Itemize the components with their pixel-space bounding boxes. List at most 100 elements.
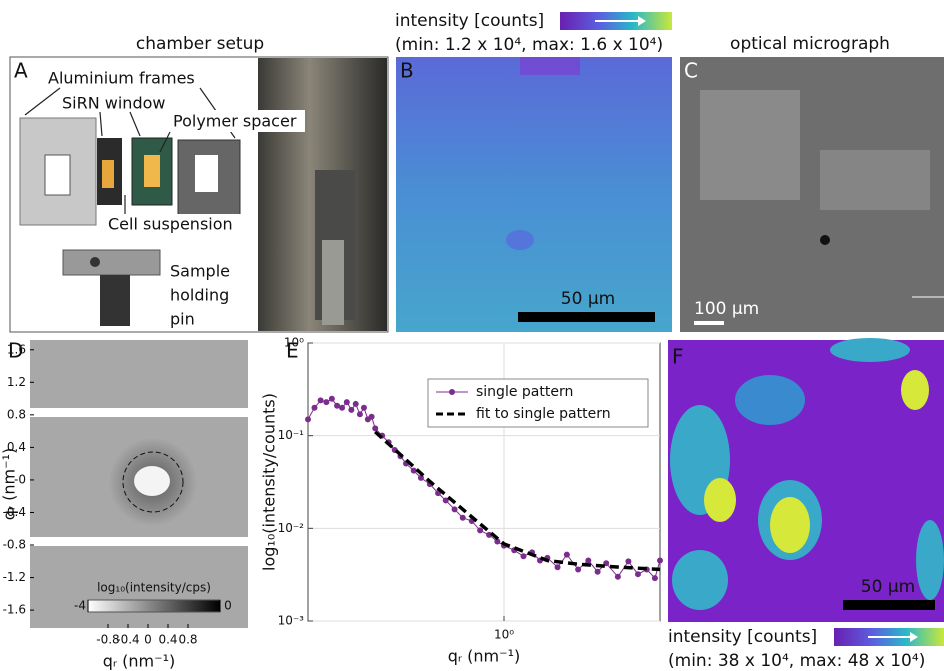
annotation: Polymer spacer xyxy=(173,112,297,131)
annotation: pin xyxy=(170,310,195,329)
colorbar-tick-label: -4 xyxy=(74,599,86,613)
panel-label: C xyxy=(684,59,698,83)
y-tick-label: 0.8 xyxy=(7,407,26,421)
micrograph-spot xyxy=(820,235,830,245)
frame-window xyxy=(195,155,218,192)
y-tick-label: 10⁰ xyxy=(284,336,304,350)
data-point xyxy=(459,514,466,521)
x-axis-label: qᵣ (nm⁻¹) xyxy=(448,647,520,666)
data-point xyxy=(323,399,330,406)
legend-marker xyxy=(449,389,455,395)
data-point xyxy=(328,395,335,402)
data-point xyxy=(585,557,592,564)
data-point xyxy=(651,575,658,582)
window-center xyxy=(102,160,114,188)
data-point xyxy=(451,506,458,513)
intensity-map xyxy=(396,57,672,332)
data-point xyxy=(520,553,527,560)
micrograph-region xyxy=(700,90,800,200)
panel-label: D xyxy=(8,339,23,363)
data-point xyxy=(625,558,632,565)
x-tick-label: -0.8 xyxy=(96,633,119,647)
scale-bar-label: 50 µm xyxy=(861,577,915,597)
pin-hole xyxy=(90,257,100,267)
panel-label: B xyxy=(400,59,414,83)
photo-pin xyxy=(322,240,344,325)
map-feature xyxy=(520,57,580,75)
y-tick-label: -1.2 xyxy=(3,570,26,584)
legend-label: fit to single pattern xyxy=(476,406,611,422)
spacer-center xyxy=(144,155,160,187)
data-point xyxy=(594,568,601,575)
panel-d: D xyxy=(8,339,248,628)
colorbar xyxy=(87,599,221,613)
data-point xyxy=(477,527,484,534)
y-axis-label: qᵣ (nm⁻¹) xyxy=(0,448,19,520)
detector-gap xyxy=(30,408,248,417)
integration-circle xyxy=(122,451,184,513)
panel-label: F xyxy=(672,345,684,369)
colorbar-arrow-head xyxy=(638,16,646,26)
y-tick-label: -0.4 xyxy=(3,505,26,519)
panel-b: intensity [counts] (min: 1.2 x 10⁴, max:… xyxy=(395,11,672,332)
data-point xyxy=(410,467,417,474)
colorbar-title: intensity [counts] xyxy=(668,627,817,647)
x-tick-label: 0 xyxy=(144,633,152,647)
data-point xyxy=(352,400,359,407)
data-point xyxy=(311,404,318,411)
scale-bar xyxy=(694,321,724,325)
y-tick-label: 1.2 xyxy=(7,375,26,389)
y-tick-label: 10⁻¹ xyxy=(278,428,305,442)
data-point xyxy=(372,425,379,432)
map-feature xyxy=(506,230,534,250)
data-point xyxy=(442,497,449,504)
data-point xyxy=(554,564,561,571)
micrograph-region xyxy=(820,150,930,210)
annotation: SiRN window xyxy=(62,94,165,113)
legend xyxy=(427,378,649,428)
panel-a: chamber setup A Aluminium frames SiRN wi… xyxy=(9,34,389,333)
x-axis-label: qᵣ (nm⁻¹) xyxy=(103,652,175,671)
beamstop xyxy=(134,466,170,496)
y-axis-label: log₁₀(intensity/counts) xyxy=(260,393,279,571)
data-point xyxy=(368,413,375,420)
scale-bar xyxy=(518,312,655,322)
map-features xyxy=(670,338,944,610)
data-point xyxy=(575,566,582,573)
data-point xyxy=(486,531,493,538)
data-point xyxy=(317,397,324,404)
data-point xyxy=(334,402,341,409)
data-point xyxy=(657,557,663,564)
pin xyxy=(100,275,130,326)
y-tick-label: -1.6 xyxy=(3,603,26,617)
legend-label: single pattern xyxy=(476,384,573,400)
data-point xyxy=(417,474,424,481)
panel-label: E xyxy=(286,339,299,363)
data-point xyxy=(348,406,355,413)
colorbar-tick-label: 0 xyxy=(224,599,232,613)
y-tick-label: -0.8 xyxy=(3,538,26,552)
y-tick-label: 0.4 xyxy=(7,440,26,454)
spacer xyxy=(131,137,173,206)
data-point xyxy=(634,571,641,578)
y-tick-label: 1.6 xyxy=(7,342,26,356)
panel-title: chamber setup xyxy=(136,34,264,54)
data-point xyxy=(356,411,363,418)
scale-bar xyxy=(843,600,935,610)
y-tick-label: -0 xyxy=(14,472,26,486)
colorbar-title: intensity [counts] xyxy=(395,11,544,31)
detector-gap xyxy=(30,537,248,546)
data-point xyxy=(343,399,350,406)
annotation: Sample xyxy=(170,262,230,281)
data-point xyxy=(563,551,570,558)
scale-bar-label: 100 µm xyxy=(694,299,759,319)
series-line xyxy=(374,430,661,572)
x-tick-label: 10⁰ xyxy=(494,628,514,642)
x-tick-label: -0.4 xyxy=(116,633,139,647)
colorbar-arrow-head xyxy=(910,632,918,642)
panel-label: A xyxy=(14,59,28,83)
x-tick-label: 0.8 xyxy=(178,633,197,647)
data-point xyxy=(494,538,501,545)
panel-f: F 50 µm intensity [counts] (min: 38 x 10… xyxy=(668,338,944,671)
